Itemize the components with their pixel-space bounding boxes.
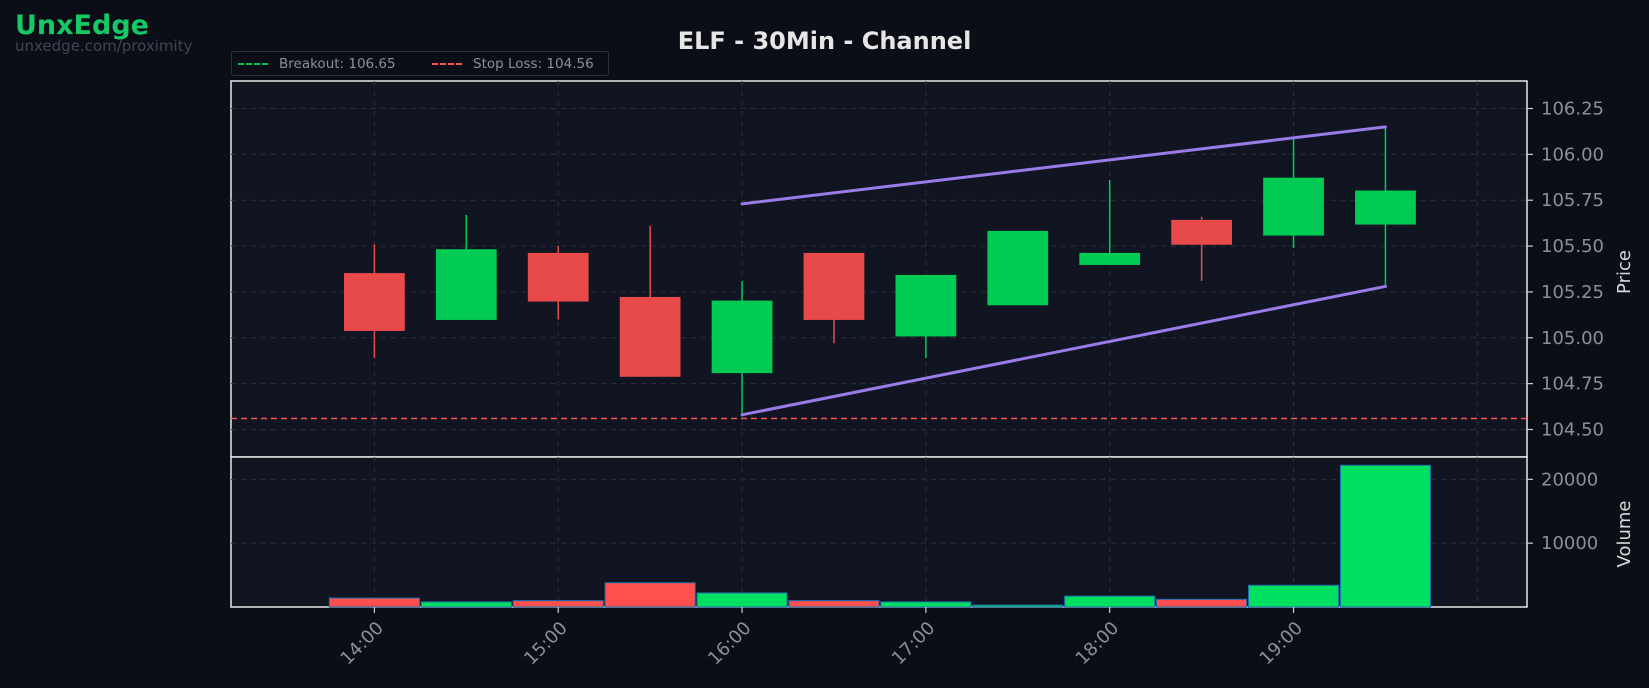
- candle-body: [803, 252, 865, 320]
- price-tick-label: 105.50: [1541, 236, 1604, 257]
- price-panel: [230, 80, 1528, 458]
- legend-swatch-breakout: [238, 63, 268, 65]
- volume-bar: [1064, 595, 1156, 608]
- channel-upper-line: [740, 125, 1387, 206]
- price-tick-label: 106.25: [1541, 99, 1604, 120]
- candle-body: [1263, 177, 1324, 236]
- candle-body: [1355, 190, 1416, 225]
- legend-swatch-stop-loss: [432, 63, 462, 65]
- chart-legend: Breakout: 106.65 Stop Loss: 104.56: [231, 51, 609, 76]
- candle-body: [619, 296, 681, 377]
- time-tick-label: 19:00: [1256, 618, 1308, 670]
- legend-label-breakout: Breakout: 106.65: [279, 56, 396, 72]
- volume-panel: [230, 456, 1528, 608]
- channel-lines: [740, 125, 1387, 417]
- candle-body: [1079, 252, 1141, 265]
- candle-body: [1171, 219, 1232, 245]
- volume-bar: [604, 582, 696, 608]
- time-tick-label: 18:00: [1072, 618, 1124, 670]
- volume-bar: [512, 600, 604, 608]
- time-tick-label: 14:00: [336, 618, 388, 670]
- time-tick-label: 15:00: [520, 618, 572, 670]
- volume-axis-label: Volume: [1614, 501, 1635, 568]
- candle-body: [435, 249, 497, 320]
- volume-tick-label: 20000: [1541, 469, 1598, 490]
- volume-bar: [328, 597, 420, 608]
- price-tick-label: 104.50: [1541, 419, 1604, 440]
- brand-url: unxedge.com/proximity: [15, 37, 193, 55]
- price-tick-label: 106.00: [1541, 144, 1604, 165]
- volume-bar: [696, 592, 788, 608]
- volume-bar: [420, 601, 512, 608]
- brand-logo: UnxEdge: [15, 10, 149, 41]
- legend-item-stop-loss: Stop Loss: 104.56: [432, 56, 594, 72]
- price-tick-label: 105.25: [1541, 282, 1604, 303]
- volume-bar: [788, 600, 880, 608]
- chart-title: ELF - 30Min - Channel: [677, 27, 972, 55]
- volume-bar: [1156, 598, 1248, 608]
- time-tick-label: 16:00: [704, 618, 756, 670]
- candle-body: [711, 300, 773, 374]
- price-axis-label: Price: [1614, 250, 1635, 294]
- channel-lower-line: [740, 284, 1387, 417]
- candle-body: [895, 274, 957, 337]
- candle-body: [987, 230, 1049, 306]
- legend-item-breakout: Breakout: 106.65: [238, 56, 396, 72]
- volume-bars: [328, 464, 1431, 608]
- volume-bar: [972, 604, 1064, 608]
- candle-body: [344, 273, 405, 331]
- price-tick-label: 105.00: [1541, 328, 1604, 349]
- volume-tick-label: 10000: [1541, 533, 1598, 554]
- candles: [344, 126, 1416, 417]
- volume-bar: [880, 601, 972, 608]
- volume-bar: [1247, 584, 1340, 608]
- legend-label-stop-loss: Stop Loss: 104.56: [473, 56, 594, 72]
- candle-body: [527, 252, 589, 302]
- volume-bar: [1339, 464, 1431, 608]
- price-tick-label: 104.75: [1541, 374, 1604, 395]
- time-tick-label: 17:00: [888, 618, 940, 670]
- price-tick-label: 105.75: [1541, 190, 1604, 211]
